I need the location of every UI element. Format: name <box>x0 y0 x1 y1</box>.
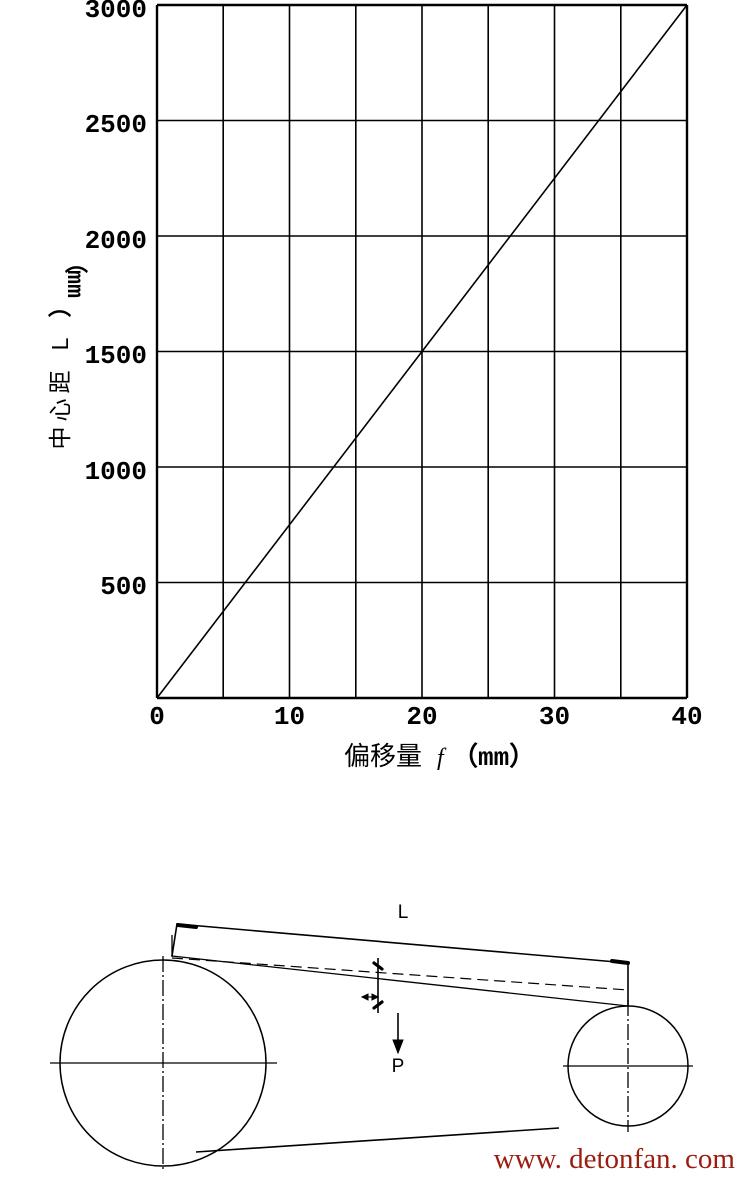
svg-text:（mm）: （mm） <box>452 742 535 773</box>
svg-text:30: 30 <box>539 702 570 732</box>
svg-text:P: P <box>392 1056 405 1077</box>
svg-text:偏移量: 偏移量 <box>344 741 422 771</box>
svg-text:心: 心 <box>47 399 73 422</box>
svg-text:1500: 1500 <box>85 341 147 371</box>
svg-text:2500: 2500 <box>85 110 147 140</box>
svg-text:距: 距 <box>47 371 73 394</box>
svg-text:2000: 2000 <box>85 226 147 256</box>
svg-text:20: 20 <box>406 702 437 732</box>
svg-text:L: L <box>47 337 73 350</box>
svg-text:f: f <box>437 745 447 771</box>
svg-text:500: 500 <box>100 572 147 602</box>
svg-text:1000: 1000 <box>85 457 147 487</box>
svg-text:10: 10 <box>274 702 305 732</box>
svg-text:40: 40 <box>671 702 702 732</box>
svg-text:www. detonfan. com: www. detonfan. com <box>494 1143 736 1175</box>
svg-text:中: 中 <box>47 427 73 450</box>
svg-text:L: L <box>398 902 409 923</box>
svg-text:3000: 3000 <box>85 0 147 25</box>
svg-text:）: ） <box>47 295 75 318</box>
svg-text:m: m <box>61 270 87 284</box>
svg-text:0: 0 <box>149 702 165 732</box>
